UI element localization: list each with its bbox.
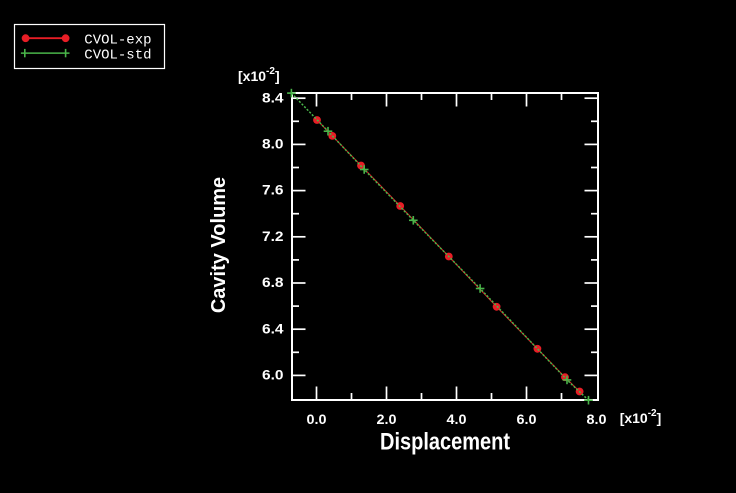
svg-text:6.0: 6.0 <box>262 367 284 383</box>
svg-text:CVOL-std: CVOL-std <box>84 48 151 64</box>
svg-text:CVOL-exp: CVOL-exp <box>84 33 151 49</box>
svg-text:8.0: 8.0 <box>587 411 607 427</box>
svg-text:7.6: 7.6 <box>262 182 284 198</box>
svg-text:8.0: 8.0 <box>262 136 284 152</box>
svg-text:6.4: 6.4 <box>262 320 284 336</box>
svg-text:Cavity Volume: Cavity Volume <box>208 177 230 313</box>
svg-text:4.0: 4.0 <box>447 411 467 427</box>
svg-text:6.8: 6.8 <box>262 274 284 290</box>
svg-text:2.0: 2.0 <box>377 411 397 427</box>
svg-text:0.0: 0.0 <box>307 411 327 427</box>
svg-text:7.2: 7.2 <box>262 228 284 244</box>
svg-text:Displacement: Displacement <box>380 428 511 455</box>
svg-text:6.0: 6.0 <box>517 411 537 427</box>
svg-text:8.4: 8.4 <box>262 89 284 105</box>
